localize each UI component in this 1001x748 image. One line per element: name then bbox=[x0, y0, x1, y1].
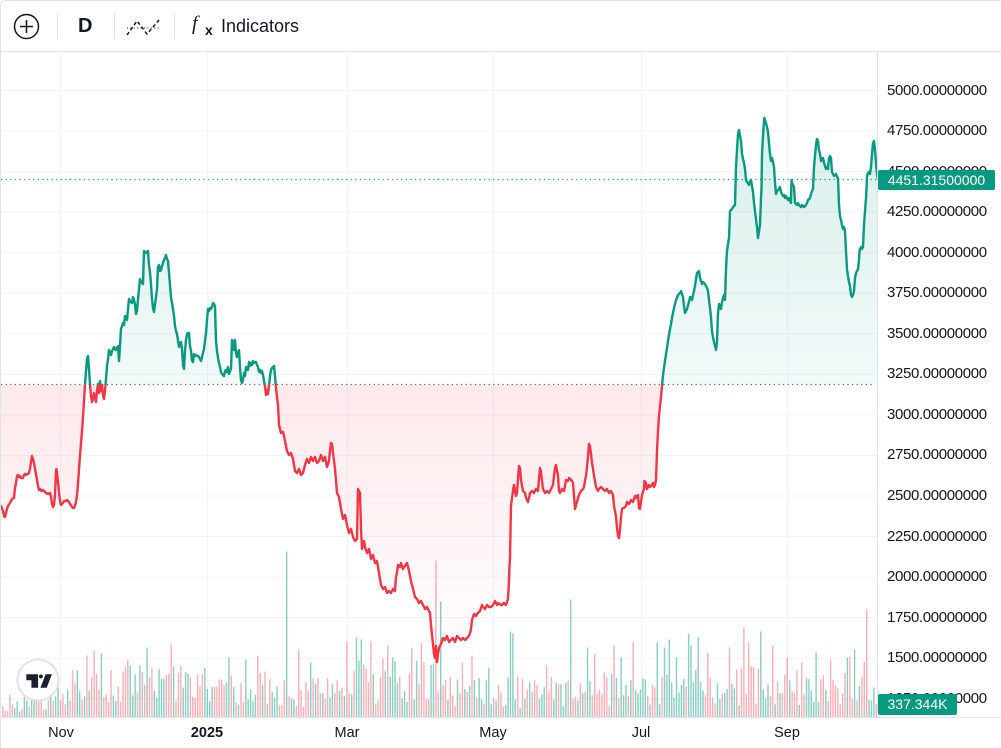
svg-text:x: x bbox=[205, 22, 213, 38]
svg-text:f: f bbox=[192, 13, 200, 35]
